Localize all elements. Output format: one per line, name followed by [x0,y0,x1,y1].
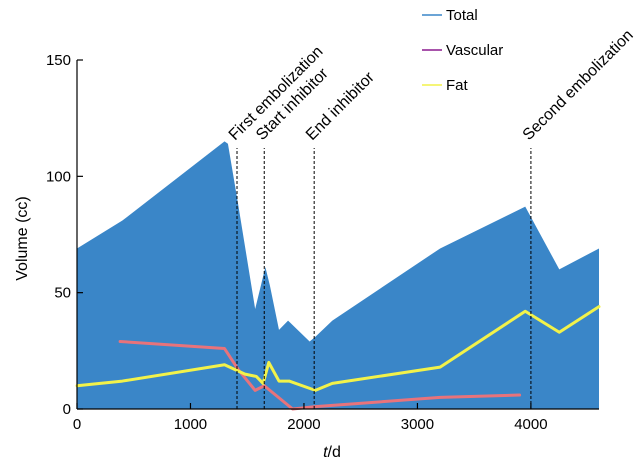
annotation-second-embolization-label: Second embolization [520,27,637,144]
x-tick-label-0: 0 [73,416,81,433]
area-layer [77,141,599,409]
y-tick-label-150: 150 [46,52,71,69]
x-tick-label-1000: 1000 [174,416,207,433]
y-tick-label-0: 0 [63,401,71,418]
y-axis-title: Volume (cc) [14,196,31,280]
legend-label-fat: Fat [446,77,469,94]
x-tick-label-2000: 2000 [287,416,320,433]
series-vascular-line [118,340,522,411]
x-tick-label-4000: 4000 [514,416,547,433]
series-total-area [77,141,599,409]
x-axis-title-variable: t [323,444,328,461]
y-tick-label-50: 50 [54,285,71,302]
axes-layer: 0 50 100 150 0 1000 2000 3000 4000 Volume (cc) t/d [14,52,599,461]
legend: Total Vascular Fat [422,7,503,94]
series-fat-line [75,305,601,392]
x-axis-title: t/d [323,444,341,461]
x-axis-title-unit: /d [328,444,341,461]
x-tick-label-3000: 3000 [401,416,434,433]
legend-label-total: Total [446,7,478,24]
legend-label-vascular: Vascular [446,42,503,59]
y-tick-label-100: 100 [46,168,71,185]
line-layer [75,305,601,411]
